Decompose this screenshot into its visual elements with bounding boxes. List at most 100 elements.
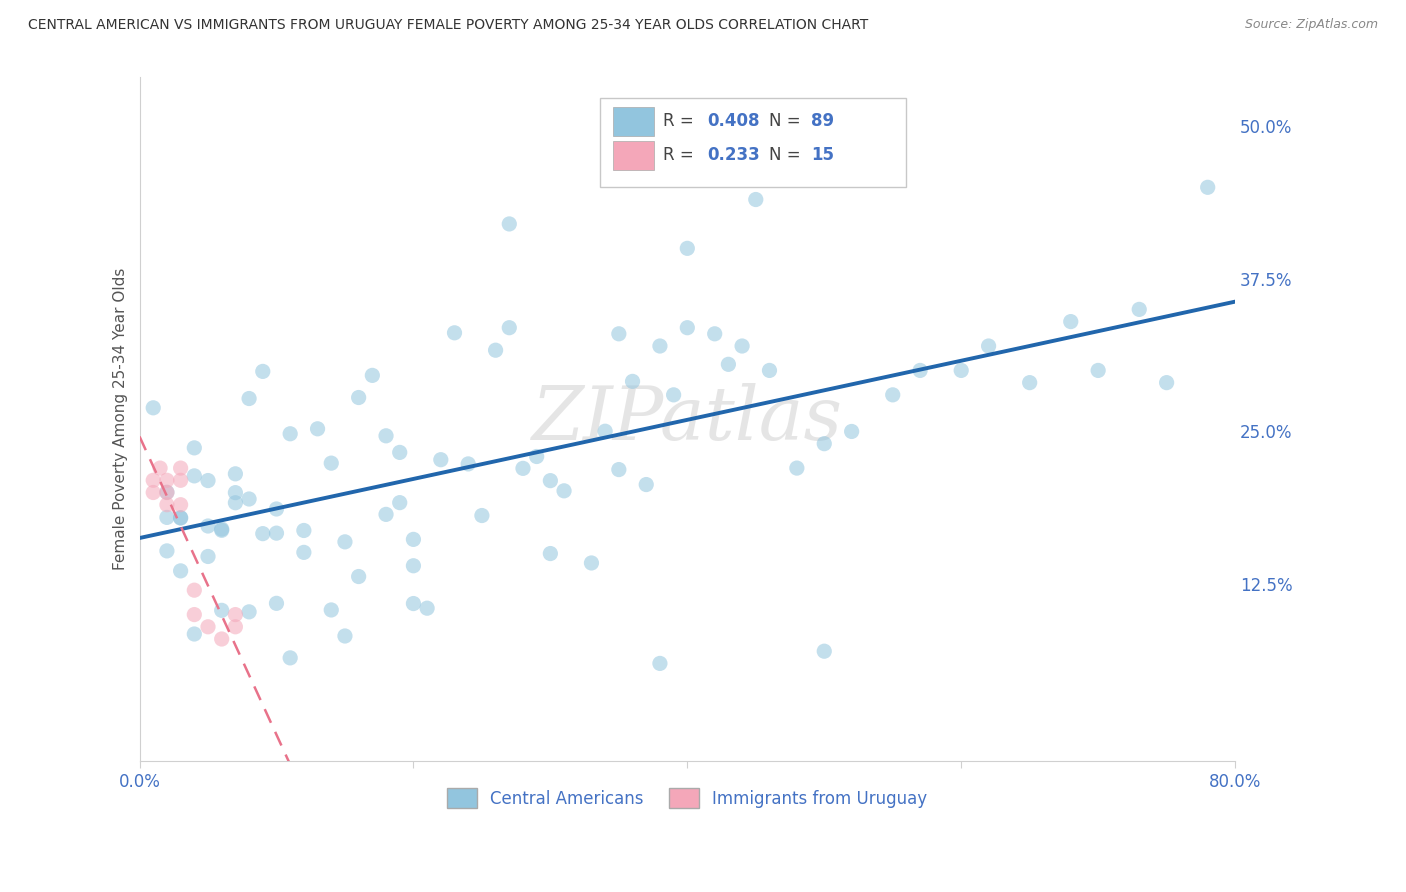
Point [211, 632, 233, 646]
Point [347, 569, 370, 583]
Point [471, 508, 494, 523]
Point [321, 603, 343, 617]
Point [648, 657, 671, 671]
Point [197, 474, 219, 488]
Point [512, 461, 534, 475]
Point [498, 217, 520, 231]
Point [1197, 180, 1219, 194]
Point [703, 326, 725, 341]
Text: 89: 89 [811, 112, 834, 130]
Y-axis label: Female Poverty Among 25-34 Year Olds: Female Poverty Among 25-34 Year Olds [114, 268, 128, 571]
Point [430, 452, 453, 467]
Point [621, 375, 644, 389]
Point [156, 510, 179, 524]
Point [183, 607, 205, 622]
Point [321, 456, 343, 470]
Point [950, 363, 973, 377]
Point [142, 485, 165, 500]
Point [292, 545, 315, 559]
Point [1156, 376, 1178, 390]
Point [252, 364, 274, 378]
FancyBboxPatch shape [600, 98, 907, 186]
Point [443, 326, 465, 340]
Point [416, 601, 439, 615]
Text: N =: N = [769, 112, 807, 130]
Point [183, 583, 205, 598]
Point [1128, 302, 1150, 317]
Point [375, 508, 398, 522]
Point [238, 491, 260, 506]
Point [278, 651, 301, 665]
Text: 0.408: 0.408 [707, 112, 759, 130]
Text: Source: ZipAtlas.com: Source: ZipAtlas.com [1244, 18, 1378, 31]
FancyBboxPatch shape [613, 107, 654, 136]
Point [197, 549, 219, 564]
Point [266, 502, 288, 516]
Point [169, 511, 191, 525]
Point [156, 498, 179, 512]
Point [224, 485, 246, 500]
Point [813, 644, 835, 658]
Point [908, 363, 931, 377]
Point [183, 627, 205, 641]
Point [1018, 376, 1040, 390]
Point [197, 519, 219, 533]
Point [211, 603, 233, 617]
Point [717, 357, 740, 371]
Point [786, 461, 808, 475]
Point [292, 524, 315, 538]
Point [307, 422, 329, 436]
Point [224, 620, 246, 634]
Point [388, 445, 411, 459]
Point [526, 450, 548, 464]
Point [882, 388, 904, 402]
Point [142, 473, 165, 487]
Point [211, 522, 233, 536]
Point [676, 320, 699, 334]
Point [238, 392, 260, 406]
Point [156, 485, 179, 500]
Point [676, 241, 699, 255]
Point [224, 607, 246, 622]
Text: N =: N = [769, 146, 807, 164]
Point [156, 485, 179, 500]
Point [745, 193, 768, 207]
Point [758, 363, 780, 377]
Point [169, 510, 191, 524]
Point [841, 425, 863, 439]
Point [538, 474, 561, 488]
Point [607, 462, 630, 476]
Point [731, 339, 754, 353]
Text: R =: R = [664, 146, 699, 164]
Point [607, 326, 630, 341]
Point [169, 473, 191, 487]
Point [484, 343, 506, 358]
Point [252, 526, 274, 541]
Point [593, 424, 616, 438]
Text: 15: 15 [811, 146, 834, 164]
Point [553, 483, 575, 498]
Point [402, 597, 425, 611]
Point [375, 429, 398, 443]
Point [636, 477, 658, 491]
Text: R =: R = [664, 112, 699, 130]
Point [156, 544, 179, 558]
Point [361, 368, 384, 383]
Text: ZIPatlas: ZIPatlas [531, 383, 842, 456]
Point [538, 547, 561, 561]
Point [813, 436, 835, 450]
Point [169, 498, 191, 512]
Point [266, 596, 288, 610]
Text: CENTRAL AMERICAN VS IMMIGRANTS FROM URUGUAY FEMALE POVERTY AMONG 25-34 YEAR OLDS: CENTRAL AMERICAN VS IMMIGRANTS FROM URUG… [28, 18, 869, 32]
Point [457, 457, 479, 471]
Point [224, 496, 246, 510]
Point [238, 605, 260, 619]
Point [169, 564, 191, 578]
Point [142, 401, 165, 415]
Point [156, 473, 179, 487]
Point [1087, 363, 1109, 377]
Point [183, 468, 205, 483]
Point [662, 388, 685, 402]
Point [581, 556, 603, 570]
Point [347, 391, 370, 405]
